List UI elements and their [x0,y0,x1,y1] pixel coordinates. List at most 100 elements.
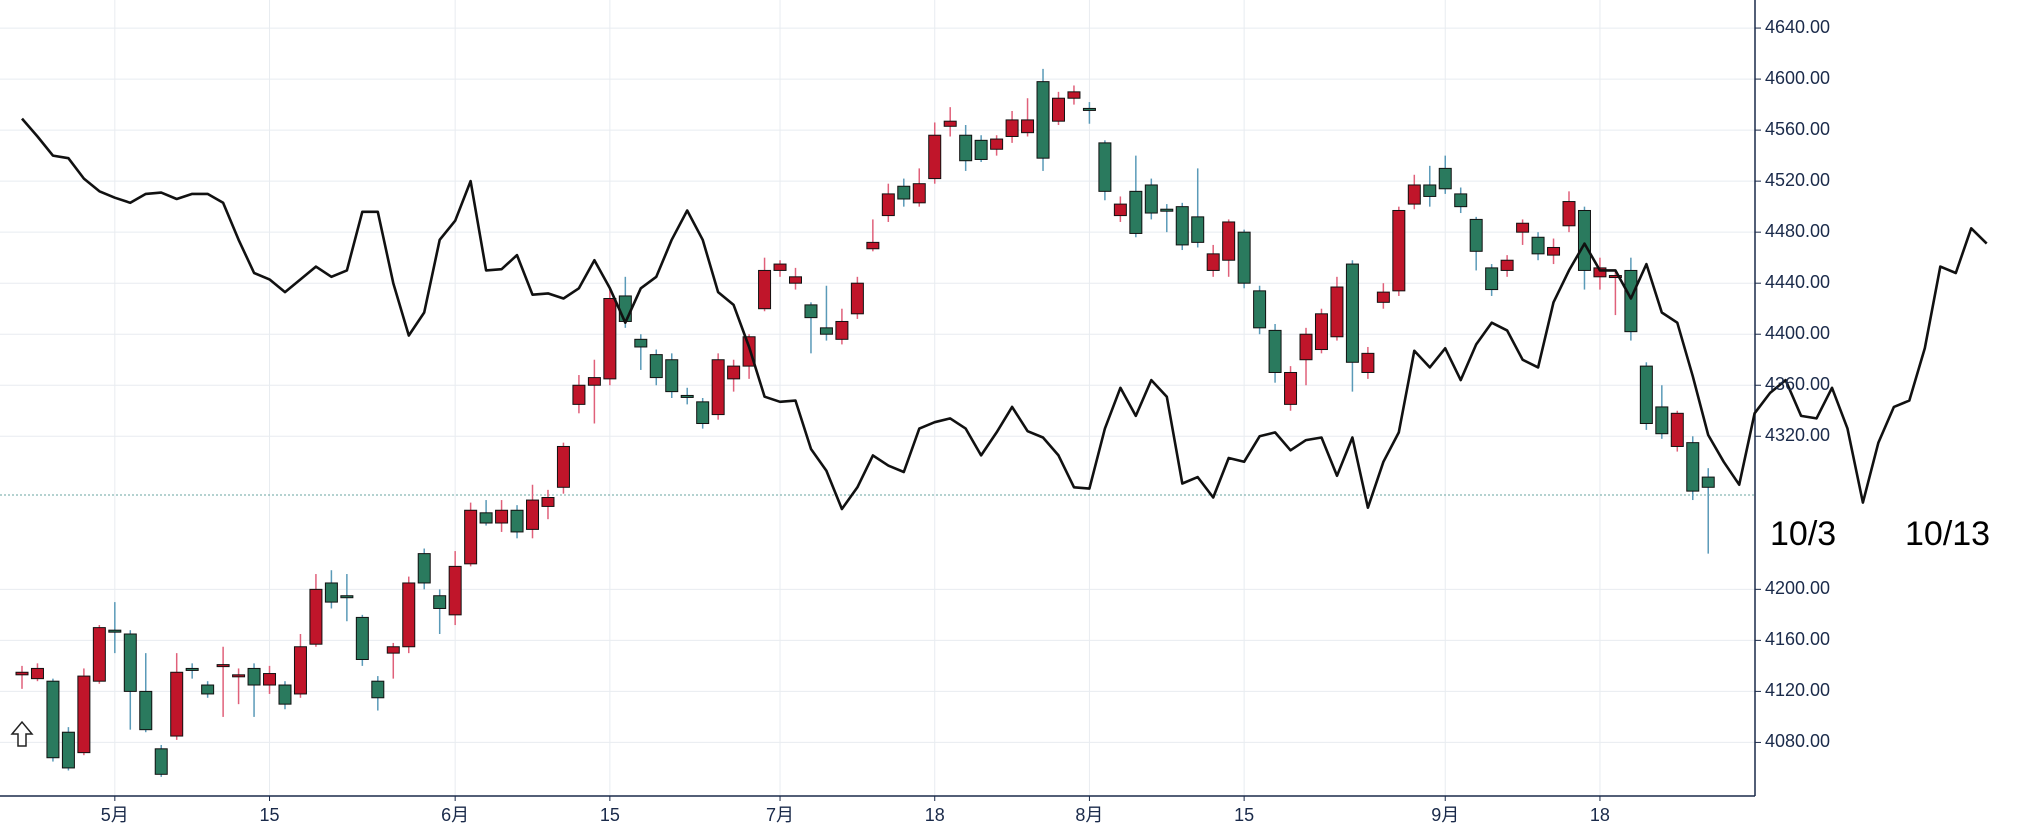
candle-body [1485,267,1499,291]
candle-body [1237,231,1251,284]
y-tick-label: 4400.00 [1765,323,1830,343]
candle-body [1701,476,1715,488]
candle-body [634,338,648,348]
comparison-line [21,117,1988,511]
candle-body [1299,333,1313,361]
candle-body [139,690,153,731]
candle-body [1314,313,1328,351]
candle-body [1500,259,1514,271]
candle-body [1624,269,1638,333]
candle-body [417,553,431,584]
candle-body [1547,246,1561,256]
candle-body [649,354,663,379]
candle-body [355,616,369,661]
candle-body [881,193,895,217]
candle-body [1268,329,1282,373]
x-tick-label: 18 [1590,805,1610,825]
candle-body [15,671,29,676]
candle-body [526,499,540,530]
x-tick-label: 5月 [101,805,129,825]
candle-body [1686,442,1700,492]
candle-body [819,327,833,335]
candle-body [1469,218,1483,252]
candle-body [1222,221,1236,261]
annotation: 10/13 [1905,515,1990,553]
x-tick-label: 15 [600,805,620,825]
candle-body [959,134,973,162]
candle-body [30,667,44,680]
candle-body [1608,275,1622,279]
y-tick-label: 4080.00 [1765,731,1830,751]
candle-body [201,684,215,695]
candle-body [804,304,818,319]
candle-body [1144,184,1158,214]
candle-body [1376,291,1390,303]
candle-body [1423,184,1437,197]
candle-body [510,509,524,533]
candle-body [479,512,493,524]
x-tick-label: 15 [1234,805,1254,825]
candle-body [618,295,632,322]
y-tick-label: 4480.00 [1765,221,1830,241]
y-tick-label: 4200.00 [1765,578,1830,598]
candle-body [154,748,168,775]
candle-body [603,298,617,380]
candle-body [1021,119,1035,134]
candle-body [1407,184,1421,205]
candle-body [386,646,400,654]
candle-body [1639,365,1653,425]
candle-body [1129,190,1143,234]
candle-body [711,359,725,416]
candle-body [61,731,75,769]
candle-body [1438,167,1452,190]
candle-body [263,673,277,686]
candle-body [1330,286,1344,338]
candle-body [108,629,122,633]
candle-body [123,633,137,692]
y-tick-label: 4600.00 [1765,68,1830,88]
candle-body [758,269,772,310]
candle-body [278,684,292,705]
candle-body [433,595,447,609]
candle-body [1345,263,1359,363]
candle-body [371,680,385,699]
candle-body [1531,236,1545,255]
candle-body [309,588,323,645]
candle-body [402,582,416,648]
labels: 4640.00 4600.00 4560.00 4520.00 4480.00 4440.… [101,17,1990,825]
y-tick-label: 4120.00 [1765,680,1830,700]
candle-body [1253,290,1267,329]
x-tick-label: 8月 [1075,805,1103,825]
grid [0,0,1761,801]
candle-body [293,646,307,695]
candle-body [92,627,106,682]
candle-body [232,674,246,678]
candle-body [897,185,911,200]
candle-body [1206,253,1220,271]
candle-body [665,359,679,393]
y-tick-label: 4560.00 [1765,119,1830,139]
candle-body [990,138,1004,150]
x-tick-label: 7月 [766,805,794,825]
candle-body [77,675,91,754]
candle-body [1562,201,1576,227]
candle-body [46,680,60,759]
candle-body [912,183,926,204]
candle-body [696,401,710,425]
candle-body [1113,203,1127,217]
candle-body [1160,208,1174,212]
candle-body [835,320,849,340]
candle-body [541,497,555,507]
candle-body [789,276,802,284]
candle-body [1036,81,1050,159]
y-tick-label: 4640.00 [1765,17,1830,37]
candle-body [1516,222,1530,233]
candle-body [587,377,601,386]
candle-body [1175,206,1189,246]
y-tick-label: 4520.00 [1765,170,1830,190]
candle-body [773,263,787,271]
y-tick-label: 4160.00 [1765,629,1830,649]
candle-body [1005,119,1019,137]
